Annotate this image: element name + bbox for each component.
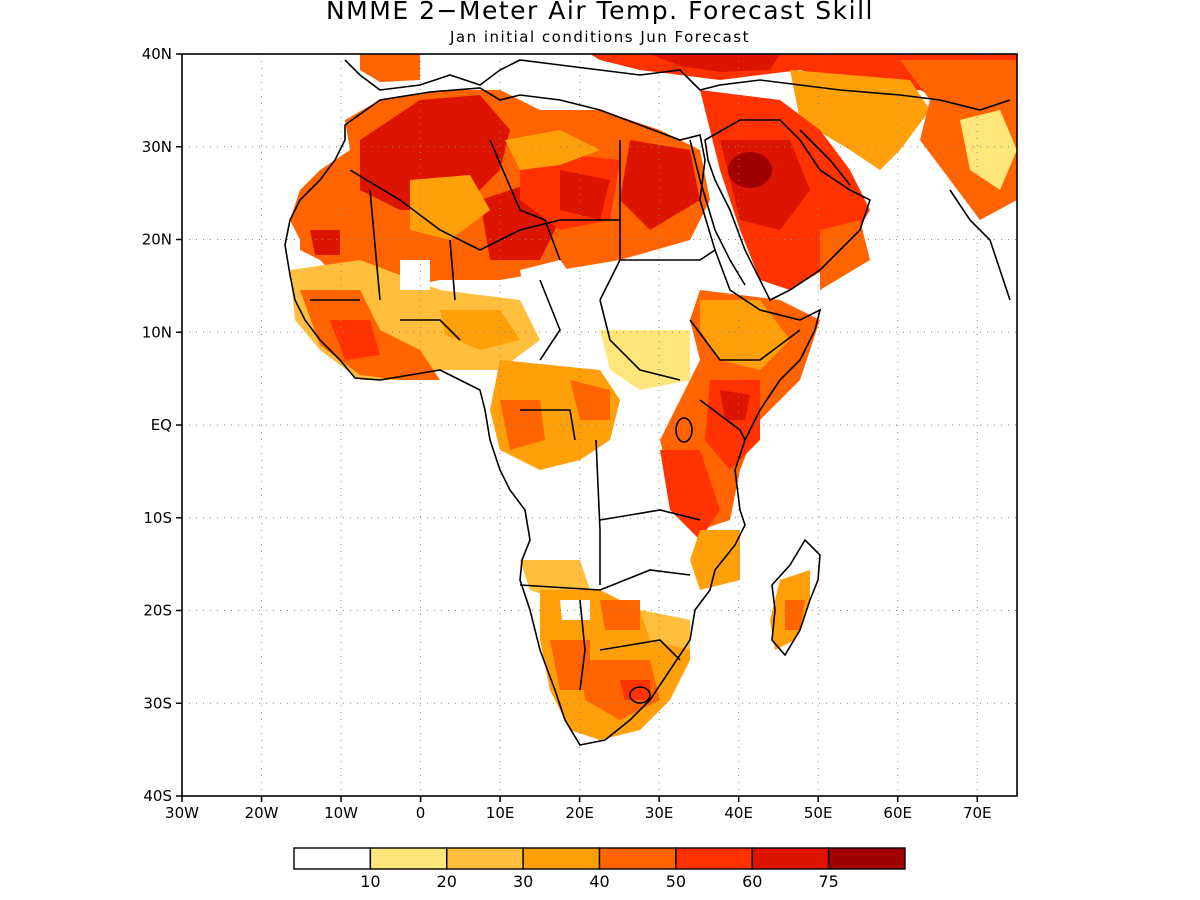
coastlines bbox=[284, 59, 1011, 746]
lon-tick-label: 40E bbox=[724, 804, 753, 822]
colorbar-swatch bbox=[293, 847, 372, 870]
colorbar-legend: 10 20 30 40 50 60 75 bbox=[293, 847, 906, 891]
lat-tick-label: 20S bbox=[143, 602, 172, 620]
lon-tick-label: 30W bbox=[165, 804, 199, 822]
colorbar-label: 20 bbox=[437, 872, 457, 891]
colorbar-label: 40 bbox=[589, 872, 609, 891]
colorbar-swatch bbox=[827, 847, 906, 870]
colorbar-swatch bbox=[751, 847, 830, 870]
lon-tick-label: 20E bbox=[565, 804, 594, 822]
colorbar-swatch bbox=[446, 847, 524, 870]
lon-tick-label: 30E bbox=[645, 804, 674, 822]
colorbar-swatch bbox=[369, 847, 448, 870]
lat-tick-label: 30N bbox=[142, 138, 172, 156]
latitude-axis: 40N 30N 20N 10N EQ 10S 20S 30S 40S bbox=[142, 45, 182, 805]
lat-tick-label: EQ bbox=[151, 416, 172, 434]
lon-tick-label: 10E bbox=[486, 804, 515, 822]
lat-tick-label: 30S bbox=[143, 694, 172, 712]
colorbar-label: 75 bbox=[818, 872, 838, 891]
lon-tick-label: 0 bbox=[416, 804, 426, 822]
lat-tick-label: 40S bbox=[143, 787, 172, 805]
longitude-axis: 30W 20W 10W 0 10E 20E 30E 40E 50E 60E 70E bbox=[165, 796, 992, 822]
map-subtitle: Jan initial conditions Jun Forecast bbox=[449, 28, 751, 46]
lon-tick-label: 60E bbox=[883, 804, 912, 822]
colorbar-label: 30 bbox=[513, 872, 533, 891]
colorbar-swatch bbox=[522, 847, 601, 870]
map-title: NMME 2−Meter Air Temp. Forecast Skill bbox=[325, 0, 874, 25]
lat-tick-label: 40N bbox=[142, 45, 172, 63]
lon-tick-label: 70E bbox=[963, 804, 992, 822]
lon-tick-label: 50E bbox=[804, 804, 833, 822]
lon-tick-label: 20W bbox=[245, 804, 279, 822]
colorbar-swatch bbox=[675, 847, 753, 870]
lat-tick-label: 10S bbox=[143, 509, 172, 527]
colorbar-swatch bbox=[598, 847, 677, 870]
lat-tick-label: 10N bbox=[142, 323, 172, 341]
colorbar-label: 50 bbox=[666, 872, 686, 891]
grid-lines bbox=[182, 54, 1017, 796]
colorbar-label: 10 bbox=[360, 872, 380, 891]
lon-tick-label: 10W bbox=[324, 804, 358, 822]
lat-tick-label: 20N bbox=[142, 231, 172, 249]
colorbar-label: 60 bbox=[742, 872, 762, 891]
